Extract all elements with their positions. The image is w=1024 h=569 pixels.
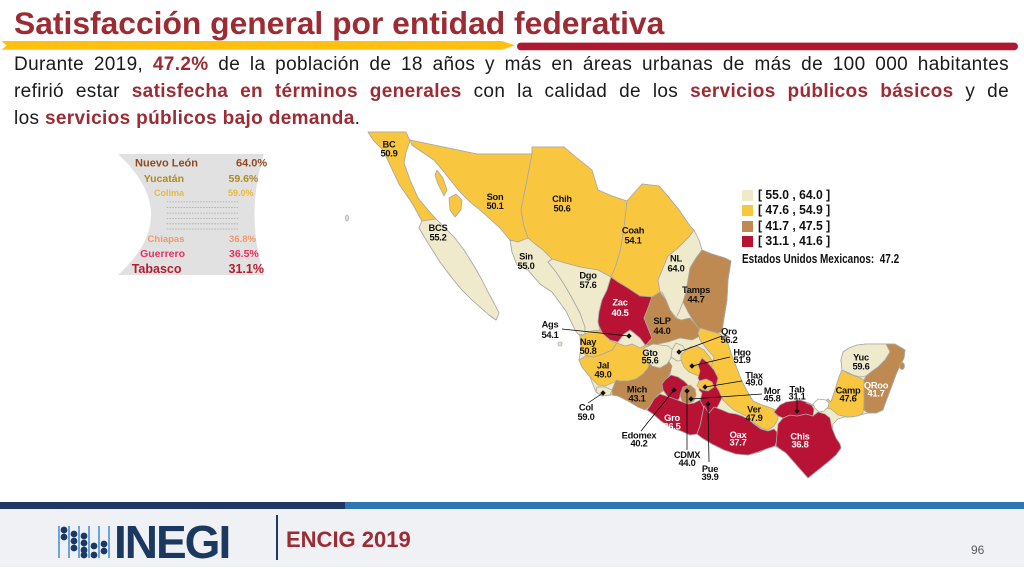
- svg-text:Yuc: Yuc: [853, 352, 869, 362]
- svg-text:44.7: 44.7: [687, 295, 704, 305]
- svg-text:50.9: 50.9: [380, 149, 397, 159]
- svg-text:Gro: Gro: [664, 413, 680, 423]
- svg-text:43.1: 43.1: [628, 394, 645, 404]
- svg-text:40.2: 40.2: [630, 438, 647, 448]
- svg-text:Camp: Camp: [836, 386, 861, 396]
- svg-text:54.1: 54.1: [624, 236, 641, 246]
- svg-text:Chih: Chih: [552, 194, 572, 204]
- svg-text:Chis: Chis: [790, 432, 809, 442]
- svg-text:Hgo: Hgo: [733, 348, 751, 358]
- svg-text:64.0%: 64.0%: [236, 158, 267, 170]
- svg-text:47.6: 47.6: [839, 394, 856, 404]
- svg-text:Edomex: Edomex: [622, 431, 658, 441]
- svg-text:Mor: Mor: [764, 386, 781, 396]
- svg-text:45.8: 45.8: [763, 394, 780, 404]
- svg-text:50.6: 50.6: [553, 203, 570, 213]
- svg-text:Tlax: Tlax: [745, 371, 764, 381]
- svg-text:NL: NL: [670, 253, 682, 263]
- svg-text:Coah: Coah: [622, 226, 645, 236]
- svg-text:36.8: 36.8: [791, 439, 808, 449]
- svg-text:Mich: Mich: [627, 385, 648, 395]
- svg-text:59.6%: 59.6%: [229, 173, 259, 185]
- svg-text:Jal: Jal: [597, 361, 609, 371]
- svg-text:36.8%: 36.8%: [229, 234, 256, 245]
- svg-text:37.7: 37.7: [729, 438, 746, 448]
- svg-text:Oax: Oax: [730, 430, 748, 440]
- svg-text:31.1%: 31.1%: [229, 262, 264, 276]
- svg-text:Colima: Colima: [154, 188, 185, 198]
- svg-text:BC: BC: [383, 139, 396, 149]
- svg-text:49.0: 49.0: [594, 369, 611, 379]
- svg-text:31.1: 31.1: [788, 392, 805, 402]
- svg-text:39.9: 39.9: [701, 472, 718, 482]
- svg-text:CDMX: CDMX: [674, 450, 701, 460]
- svg-text:54.1: 54.1: [541, 330, 558, 340]
- svg-text:Ver: Ver: [747, 405, 761, 415]
- svg-text:50.1: 50.1: [486, 201, 503, 211]
- svg-text:57.6: 57.6: [579, 280, 596, 290]
- svg-text:BCS: BCS: [429, 223, 448, 233]
- svg-text:Col: Col: [579, 403, 593, 413]
- svg-text:Sin: Sin: [519, 252, 533, 262]
- svg-text:Dgo: Dgo: [579, 271, 597, 281]
- svg-text:50.8: 50.8: [579, 346, 596, 356]
- svg-text:59.6: 59.6: [852, 361, 869, 371]
- svg-text:Qro: Qro: [721, 326, 737, 336]
- svg-text:55.0: 55.0: [517, 261, 534, 271]
- svg-text:41.7: 41.7: [867, 389, 884, 399]
- svg-text:49.0: 49.0: [745, 378, 762, 388]
- svg-text:Nuevo León: Nuevo León: [135, 158, 198, 170]
- svg-text:Zac: Zac: [612, 298, 627, 308]
- svg-text:55.2: 55.2: [429, 232, 446, 242]
- svg-text:SLP: SLP: [653, 316, 670, 326]
- svg-text:Tab: Tab: [789, 384, 805, 394]
- svg-text:56.2: 56.2: [720, 335, 737, 345]
- svg-text:Nay: Nay: [580, 337, 597, 347]
- svg-text:47.9: 47.9: [745, 413, 762, 423]
- svg-text:Guerrero: Guerrero: [140, 248, 185, 260]
- svg-text:Tabasco: Tabasco: [132, 262, 182, 276]
- svg-text:Pue: Pue: [702, 464, 718, 474]
- svg-text:Yucatán: Yucatán: [144, 173, 184, 185]
- svg-text:36.5%: 36.5%: [229, 248, 259, 260]
- svg-text:59.0%: 59.0%: [228, 188, 254, 198]
- svg-text:36.5: 36.5: [663, 422, 680, 432]
- svg-text:40.5: 40.5: [611, 308, 628, 318]
- svg-text:55.6: 55.6: [641, 356, 658, 366]
- svg-text:Gto: Gto: [642, 348, 658, 358]
- svg-text:44.0: 44.0: [678, 458, 695, 468]
- svg-text:Ags: Ags: [542, 319, 559, 329]
- svg-text:Son: Son: [487, 192, 504, 202]
- svg-text:Tamps: Tamps: [682, 285, 710, 295]
- svg-text:51.9: 51.9: [733, 355, 750, 365]
- svg-text:44.0: 44.0: [653, 326, 670, 336]
- svg-text:QRoo: QRoo: [864, 381, 889, 391]
- svg-text:64.0: 64.0: [667, 263, 684, 273]
- svg-text:Chiapas: Chiapas: [148, 234, 185, 245]
- svg-text:59.0: 59.0: [577, 412, 594, 422]
